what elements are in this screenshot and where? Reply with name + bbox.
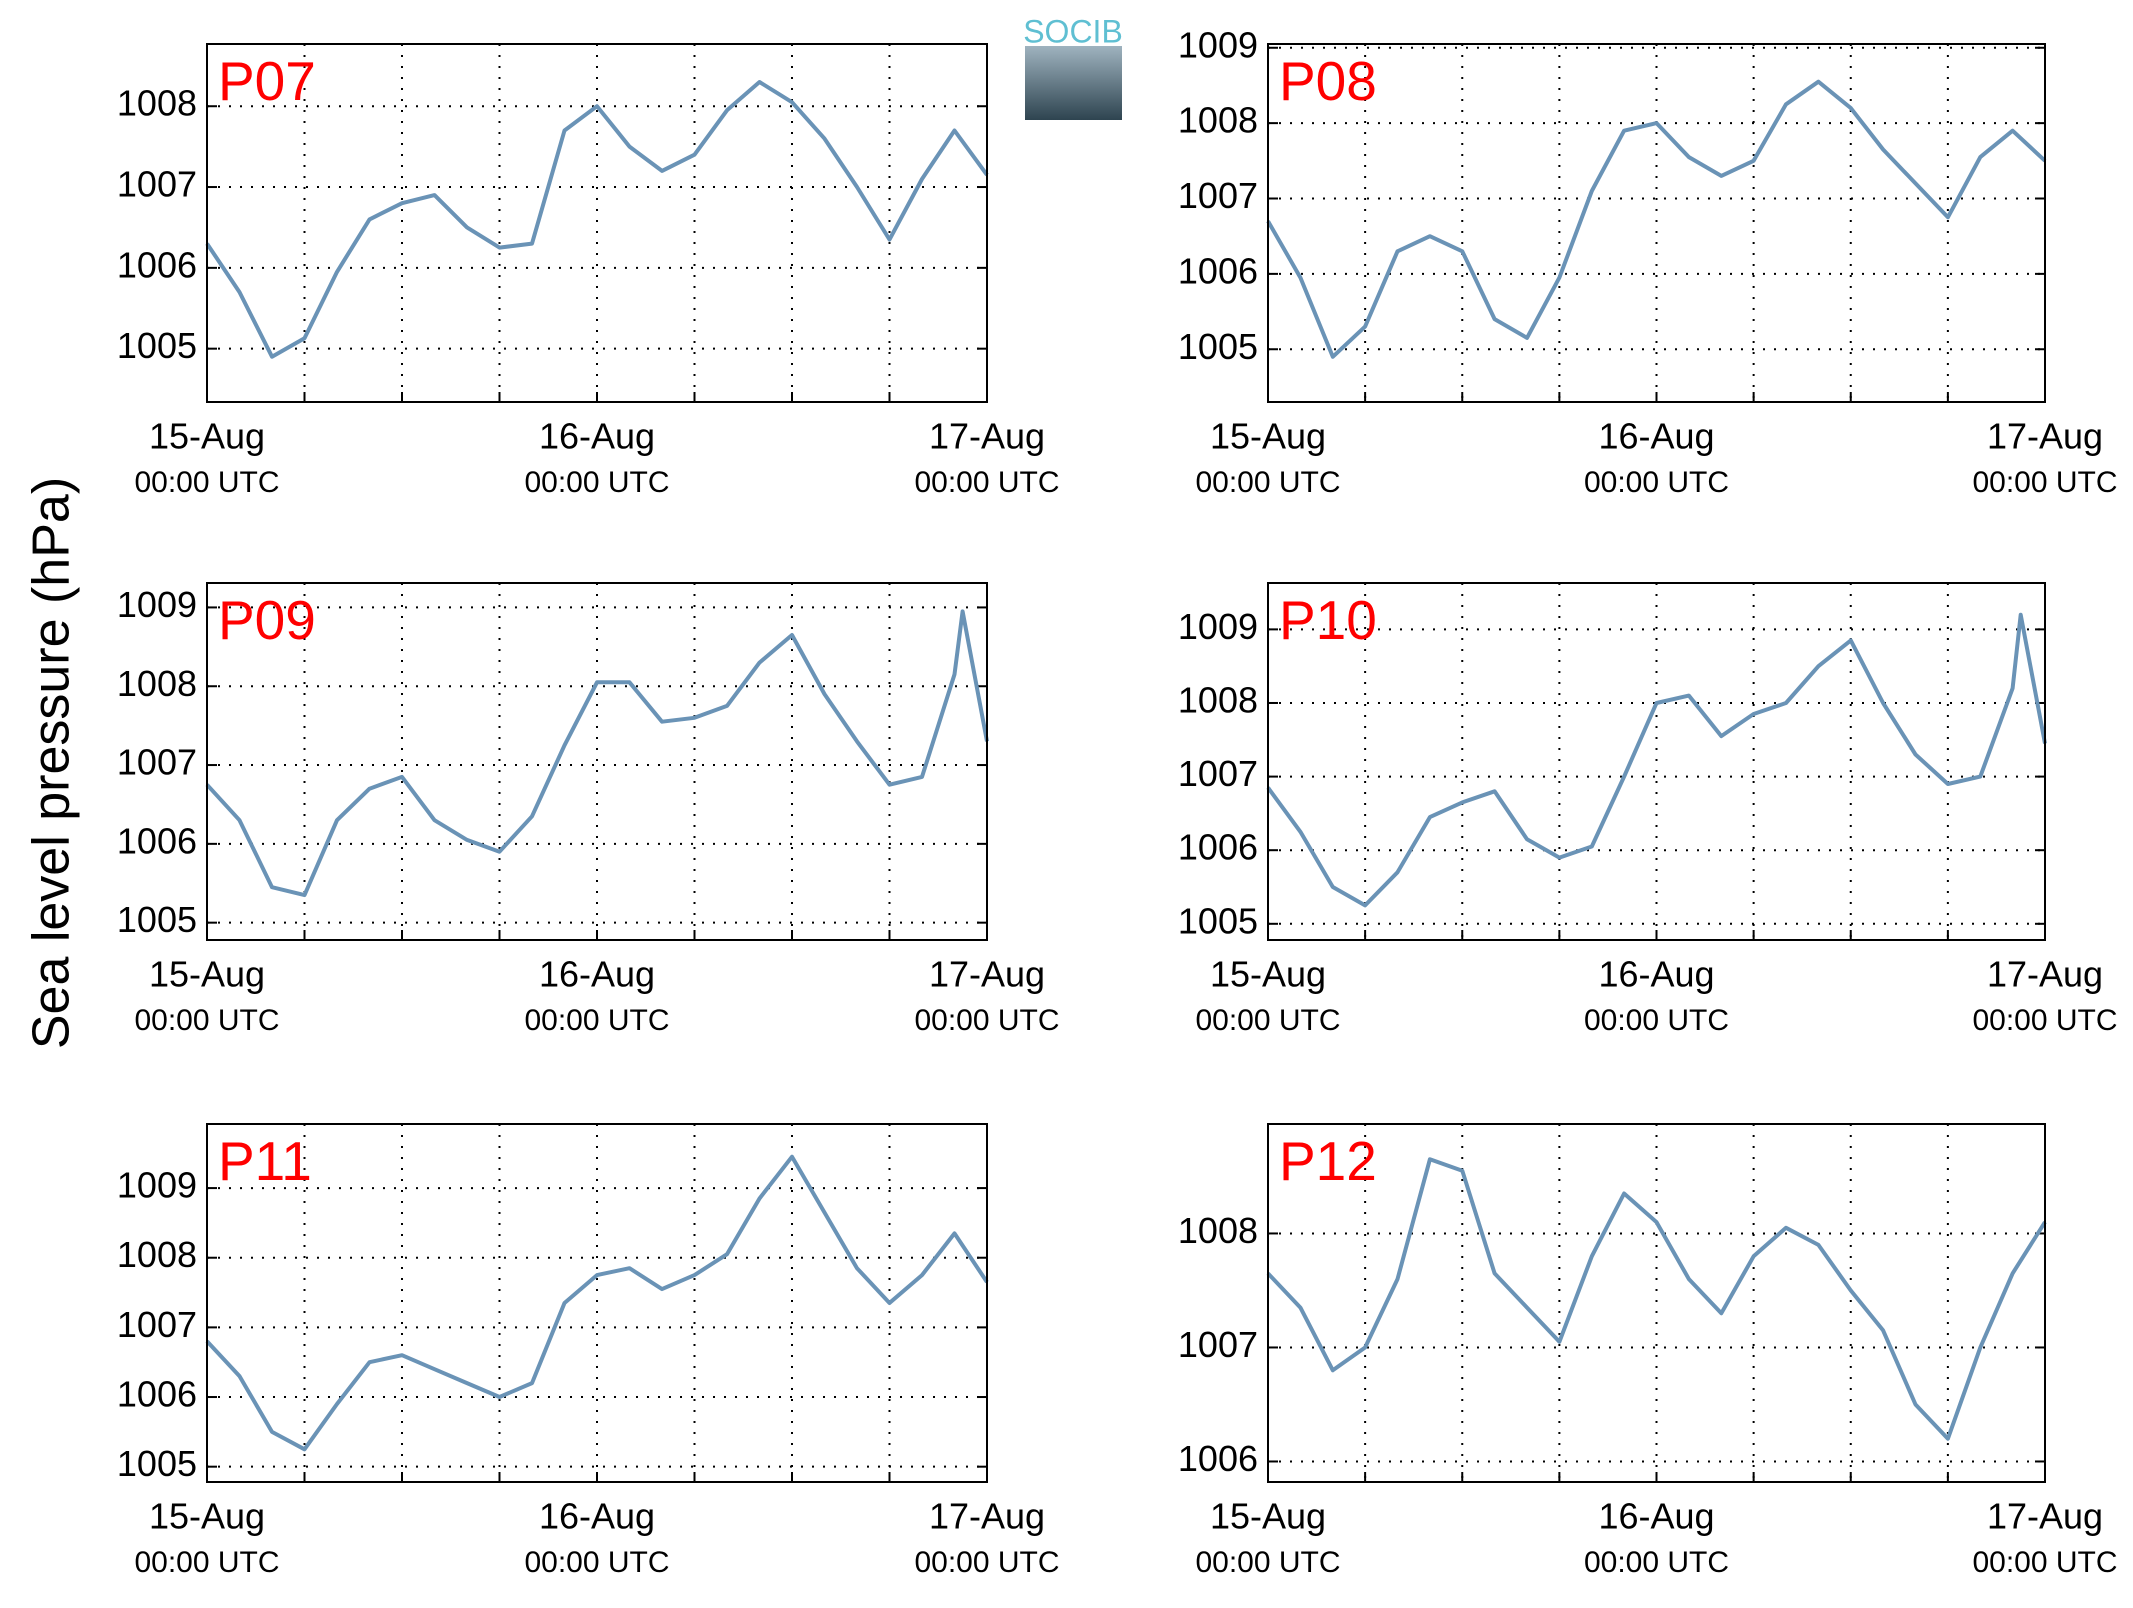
- y-tick-label: 1008: [117, 1234, 197, 1275]
- y-tick-label: 1008: [1178, 1210, 1258, 1251]
- panel-title: P12: [1279, 1130, 1377, 1192]
- x-tick-label: 15-Aug: [149, 1496, 265, 1537]
- y-tick-label: 1006: [117, 1374, 197, 1415]
- y-tick-label: 1007: [117, 742, 197, 783]
- x-tick-label: 17-Aug: [929, 954, 1045, 995]
- y-tick-label: 1007: [1178, 175, 1258, 216]
- x-tick-label: 15-Aug: [149, 954, 265, 995]
- y-tick-label: 1009: [117, 1165, 197, 1206]
- x-tick-label: 17-Aug: [1987, 954, 2103, 995]
- y-tick-label: 1006: [1178, 1438, 1258, 1479]
- x-tick-label: 17-Aug: [929, 416, 1045, 457]
- logo-block: [1025, 46, 1122, 120]
- plot-frame: [1267, 1123, 2046, 1483]
- x-tick-sublabel: 00:00 UTC: [914, 466, 1059, 499]
- plot-frame: [1267, 582, 2046, 941]
- data-line: [205, 609, 989, 898]
- panel-title: P09: [218, 589, 316, 651]
- x-tick-sublabel: 00:00 UTC: [1972, 466, 2117, 499]
- x-tick-sublabel: 00:00 UTC: [1584, 1004, 1729, 1037]
- x-tick-sublabel: 00:00 UTC: [1195, 466, 1340, 499]
- panel-title: P10: [1279, 589, 1377, 651]
- x-tick-sublabel: 00:00 UTC: [1195, 1004, 1340, 1037]
- data-line: [1266, 612, 2047, 908]
- y-tick-label: 1005: [1178, 900, 1258, 941]
- data-line: [205, 80, 989, 359]
- panel-title: P08: [1279, 50, 1377, 112]
- x-tick-label: 15-Aug: [1210, 1496, 1326, 1537]
- y-tick-label: 1009: [1178, 606, 1258, 647]
- y-tick-label: 1007: [1178, 1324, 1258, 1365]
- x-tick-sublabel: 00:00 UTC: [914, 1546, 1059, 1579]
- x-tick-sublabel: 00:00 UTC: [914, 1004, 1059, 1037]
- x-tick-label: 16-Aug: [539, 416, 655, 457]
- y-tick-label: 1008: [117, 663, 197, 704]
- y-tick-label: 1009: [1178, 24, 1258, 65]
- x-tick-sublabel: 00:00 UTC: [524, 1004, 669, 1037]
- logo-text: SOCIB: [1023, 13, 1123, 49]
- x-tick-sublabel: 00:00 UTC: [1584, 1546, 1729, 1579]
- x-tick-label: 17-Aug: [1987, 416, 2103, 457]
- data-line: [1266, 79, 2047, 359]
- x-tick-sublabel: 00:00 UTC: [1195, 1546, 1340, 1579]
- y-tick-label: 1005: [117, 899, 197, 940]
- x-tick-sublabel: 00:00 UTC: [134, 1004, 279, 1037]
- panel-title: P07: [218, 50, 316, 112]
- y-tick-label: 1007: [117, 164, 197, 205]
- x-tick-label: 17-Aug: [1987, 1496, 2103, 1537]
- x-tick-label: 17-Aug: [929, 1496, 1045, 1537]
- x-tick-sublabel: 00:00 UTC: [1972, 1004, 2117, 1037]
- y-tick-label: 1008: [1178, 679, 1258, 720]
- x-tick-label: 16-Aug: [539, 954, 655, 995]
- x-tick-sublabel: 00:00 UTC: [134, 1546, 279, 1579]
- y-tick-label: 1005: [1178, 326, 1258, 367]
- x-tick-label: 15-Aug: [149, 416, 265, 457]
- y-tick-label: 1005: [117, 325, 197, 366]
- plot-frame: [206, 582, 988, 941]
- y-tick-label: 1008: [117, 83, 197, 124]
- x-tick-label: 16-Aug: [1598, 416, 1714, 457]
- y-tick-label: 1005: [117, 1443, 197, 1484]
- plot-frame: [206, 1123, 988, 1483]
- data-line: [205, 1154, 989, 1452]
- x-tick-label: 15-Aug: [1210, 416, 1326, 457]
- y-tick-label: 1008: [1178, 100, 1258, 141]
- y-axis-label: Sea level pressure (hPa): [23, 477, 81, 1049]
- data-line: [1266, 1157, 2047, 1441]
- plot-frame: [206, 43, 988, 403]
- x-tick-sublabel: 00:00 UTC: [524, 466, 669, 499]
- y-tick-label: 1007: [1178, 753, 1258, 794]
- x-tick-label: 16-Aug: [539, 1496, 655, 1537]
- y-tick-label: 1006: [117, 244, 197, 285]
- y-tick-label: 1006: [117, 820, 197, 861]
- x-tick-sublabel: 00:00 UTC: [524, 1546, 669, 1579]
- x-tick-sublabel: 00:00 UTC: [1584, 466, 1729, 499]
- x-tick-sublabel: 00:00 UTC: [134, 466, 279, 499]
- x-tick-label: 15-Aug: [1210, 954, 1326, 995]
- y-tick-label: 1006: [1178, 827, 1258, 868]
- x-tick-sublabel: 00:00 UTC: [1972, 1546, 2117, 1579]
- y-tick-label: 1006: [1178, 250, 1258, 291]
- y-tick-label: 1007: [117, 1304, 197, 1345]
- plot-frame: [1267, 43, 2046, 403]
- x-tick-label: 16-Aug: [1598, 954, 1714, 995]
- x-tick-label: 16-Aug: [1598, 1496, 1714, 1537]
- y-tick-label: 1009: [117, 584, 197, 625]
- panel-title: P11: [218, 1130, 312, 1192]
